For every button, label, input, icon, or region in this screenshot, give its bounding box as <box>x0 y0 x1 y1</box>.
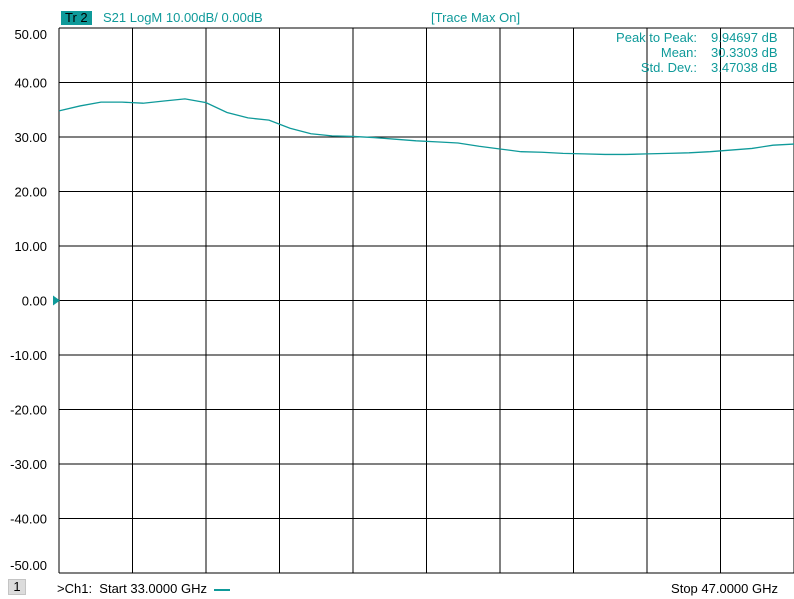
stat-row-mean: Mean: 30.3303 dB <box>574 45 794 60</box>
stat-label: Peak to Peak: <box>616 30 697 45</box>
start-frequency-text: Start 33.0000 GHz <box>99 581 207 596</box>
y-tick-label: -20.00 <box>10 403 47 418</box>
trace-line-s21 <box>58 98 794 156</box>
y-tick-label: 10.00 <box>14 239 47 254</box>
channel-number-button[interactable]: 1 <box>8 579 26 595</box>
y-tick-label: 30.00 <box>14 130 47 145</box>
statistics-panel: Peak to Peak: 9.94697 dB Mean: 30.3303 d… <box>574 30 794 75</box>
channel-footer: 1 >Ch1: Start 33.0000 GHz Stop 47.0000 G… <box>0 575 794 599</box>
grid-lines <box>58 27 794 574</box>
y-tick-label: -40.00 <box>10 512 47 527</box>
y-tick-label: -50.00 <box>10 558 47 573</box>
stop-frequency[interactable]: Stop 47.0000 GHz <box>671 581 778 596</box>
y-tick-label: 0.00 <box>22 294 47 309</box>
stat-value: 3.47038 dB <box>711 60 778 75</box>
channel-prefix: >Ch1: <box>57 581 93 596</box>
stat-label: Mean: <box>660 45 697 60</box>
stat-row-peak-to-peak: Peak to Peak: 9.94697 dB <box>574 30 794 45</box>
reference-level-marker[interactable] <box>53 295 60 306</box>
trace-badge[interactable]: Tr 2 <box>61 11 92 25</box>
start-frequency[interactable]: >Ch1: Start 33.0000 GHz <box>57 581 230 596</box>
y-tick-label: -30.00 <box>10 457 47 472</box>
trace-legend-line <box>213 588 230 591</box>
y-tick-label: 20.00 <box>14 185 47 200</box>
trace-max-status: [Trace Max On] <box>431 10 521 25</box>
trace-header: Tr 2 S21 LogM 10.00dB/ 0.00dB [Trace Max… <box>0 0 794 28</box>
y-tick-label: 40.00 <box>14 76 47 91</box>
stat-value: 9.94697 dB <box>711 30 778 45</box>
y-tick-label: -10.00 <box>10 348 47 363</box>
stat-row-std-dev: Std. Dev.: 3.47038 dB <box>574 60 794 75</box>
y-tick-label: 50.00 <box>14 27 47 42</box>
y-axis-tick-labels: 50.00 40.00 30.00 20.00 10.00 0.00 -10.00 -20.0… <box>10 27 47 573</box>
stat-value: 30.3303 dB <box>711 45 778 60</box>
trace-info[interactable]: S21 LogM 10.00dB/ 0.00dB <box>103 10 263 25</box>
stat-label: Std. Dev.: <box>640 60 697 75</box>
